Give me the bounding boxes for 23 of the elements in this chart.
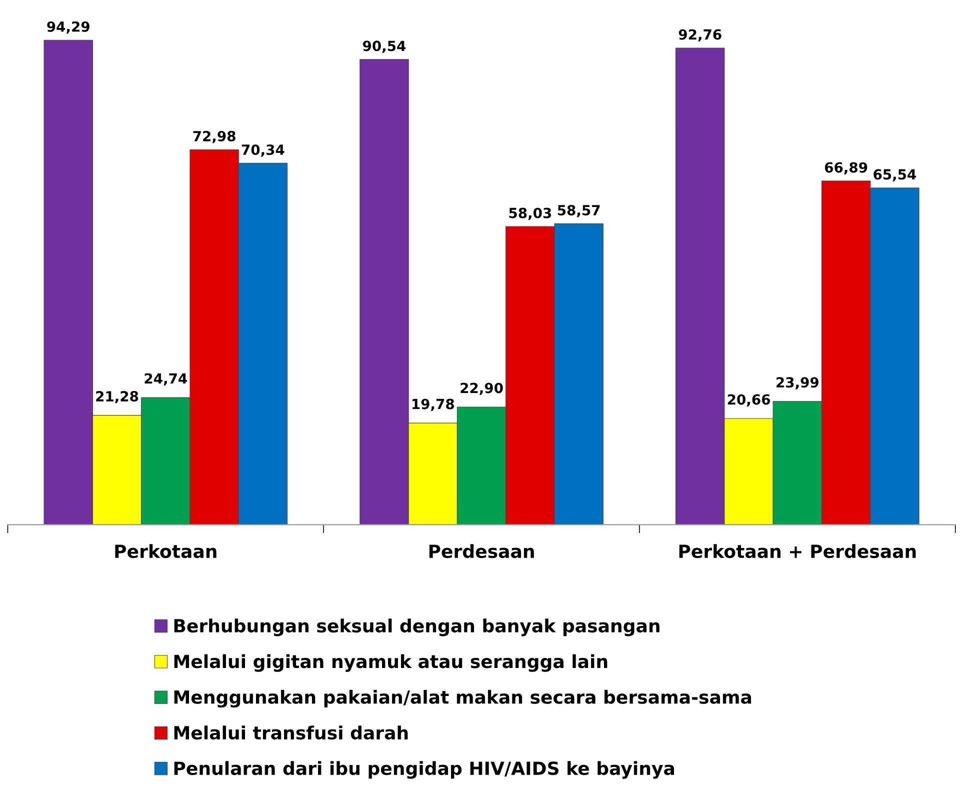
data-label: 20,66: [728, 394, 770, 406]
data-label: 66,89: [824, 162, 868, 174]
data-label: 22,90: [460, 382, 503, 395]
legend-label: Melalui gigitan nyamuk atau serangga lain: [174, 654, 608, 672]
data-label: 19,78: [412, 398, 454, 412]
data-label: 94,29: [47, 21, 90, 34]
data-label: 58,03: [509, 208, 552, 220]
data-label: 92,76: [678, 29, 722, 42]
data-label: 24,74: [144, 373, 187, 386]
x-tick-label: Perkotaan + Perdesaan: [679, 544, 916, 558]
data-label: 70,34: [242, 144, 284, 157]
data-label: 90,54: [363, 40, 406, 53]
data-label: 23,99: [776, 377, 818, 390]
data-label: 72,98: [193, 130, 236, 144]
x-tick-label: Perdesaan: [429, 544, 534, 558]
legend-label: Berhubungan seksual dengan banyak pasangan: [174, 618, 660, 636]
data-label: 58,57: [558, 204, 600, 218]
legend-label: Melalui transfusi darah: [174, 726, 408, 740]
data-label: 65,54: [874, 169, 916, 182]
legend-label: Penularan dari ibu pengidap HIV/AIDS ke bayinya: [174, 761, 674, 779]
x-tick-label: Perkotaan: [115, 544, 216, 558]
data-label: 21,28: [96, 391, 138, 404]
legend-label: Menggunakan pakaian/alat makan secara bersama-sama: [174, 690, 752, 708]
